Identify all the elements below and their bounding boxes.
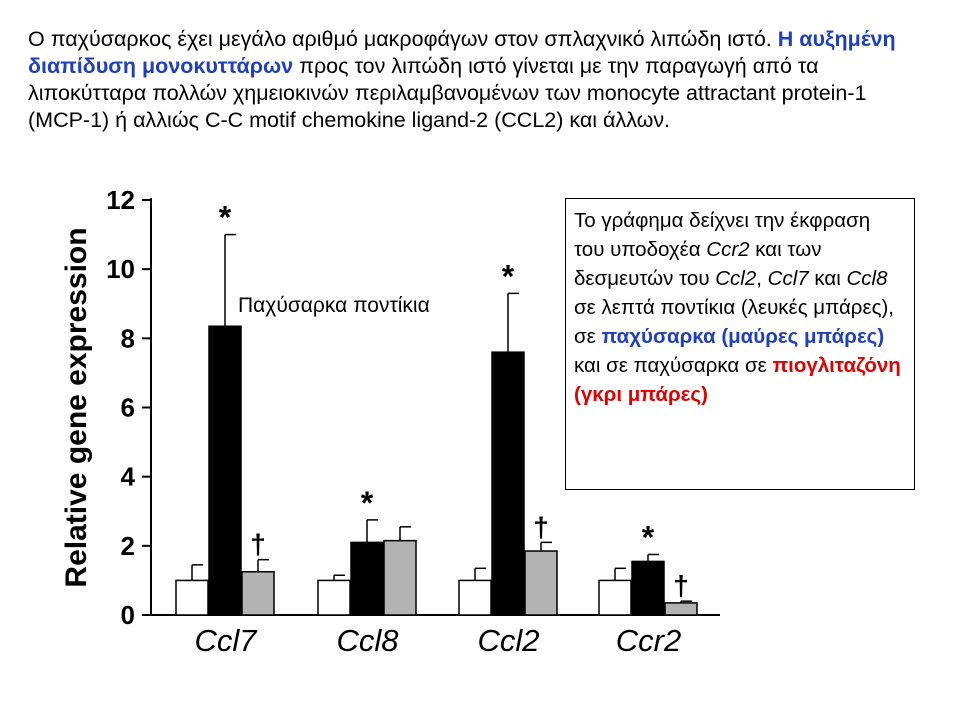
info-text: , <box>756 267 768 290</box>
y-tick-label: 6 <box>121 393 135 423</box>
bar-lean-ccl2 <box>458 579 492 616</box>
bar-pioglitazone-ccl8 <box>383 539 417 616</box>
bar-lean-ccr2 <box>598 579 632 616</box>
intro-highlight: Η αυξημένη διαπίδυση μονοκυττάρων <box>28 27 896 78</box>
bar-pioglitazone-ccl2 <box>524 550 558 616</box>
significance-dagger: † <box>533 511 549 542</box>
y-tick-label: 8 <box>121 323 135 353</box>
bar-pioglitazone-ccr2 <box>664 602 698 616</box>
pioglitazone-highlight: πιογλιταζόνη (γκρι μπάρες) <box>574 354 901 406</box>
info-text: και σε παχύσαρκα σε <box>574 354 773 377</box>
gene-ccl7: Ccl7 <box>767 267 809 290</box>
y-tick-label: 2 <box>121 531 135 561</box>
obese-highlight: παχύσαρκα (μαύρες μπάρες) <box>601 325 885 348</box>
bar-obese-ccl2 <box>491 351 525 616</box>
bar-lean-ccl8 <box>317 579 351 616</box>
chart-annotation: Παχύσαρκα ποντίκια <box>238 294 430 317</box>
bar-obese-ccr2 <box>631 560 665 616</box>
bar-pioglitazone-ccl7 <box>241 571 275 616</box>
bar-lean-ccl7 <box>175 579 209 616</box>
gene-ccr2: Ccr2 <box>706 238 750 261</box>
bar-obese-ccl8 <box>350 541 384 616</box>
significance-asterisk: * <box>361 485 374 521</box>
intro-text-start: Ο παχύσαρκος έχει μεγάλο αριθμό μακροφάγ… <box>28 27 778 51</box>
significance-asterisk: * <box>219 200 232 236</box>
significance-dagger: † <box>250 529 266 560</box>
info-box: Το γράφημα δείχνει την έκφραση του υποδο… <box>565 198 915 490</box>
info-text: σε λεπτά ποντίκια (λευκές μπάρες), σε <box>574 296 894 348</box>
category-label-ccl8: Ccl8 <box>336 623 399 658</box>
intro-text-end: προς τον λιπώδη ιστό γίνεται με την παρα… <box>28 54 867 132</box>
y-axis-label: Relative gene expression <box>60 227 93 587</box>
significance-asterisk: * <box>502 258 515 294</box>
category-label-ccl7: Ccl7 <box>194 623 258 658</box>
category-label-ccl2: Ccl2 <box>477 623 539 658</box>
gene-ccl2: Ccl2 <box>715 267 757 290</box>
significance-dagger: † <box>673 570 689 601</box>
significance-asterisk: * <box>642 519 655 555</box>
intro-paragraph: Ο παχύσαρκος έχει μεγάλο αριθμό μακροφάγ… <box>28 26 933 134</box>
info-text: και <box>808 267 847 290</box>
y-tick-label: 0 <box>121 600 135 630</box>
y-tick-label: 4 <box>121 462 136 492</box>
category-label-ccr2: Ccr2 <box>616 623 681 658</box>
info-text: και των δεσμευτών του <box>574 238 822 290</box>
y-tick-label: 10 <box>106 254 135 284</box>
info-text: Το γράφημα δείχνει την έκφραση του υποδο… <box>574 209 871 261</box>
y-tick-label: 12 <box>106 185 135 215</box>
gene-ccl8: Ccl8 <box>846 267 888 290</box>
bar-obese-ccl7 <box>208 325 242 616</box>
